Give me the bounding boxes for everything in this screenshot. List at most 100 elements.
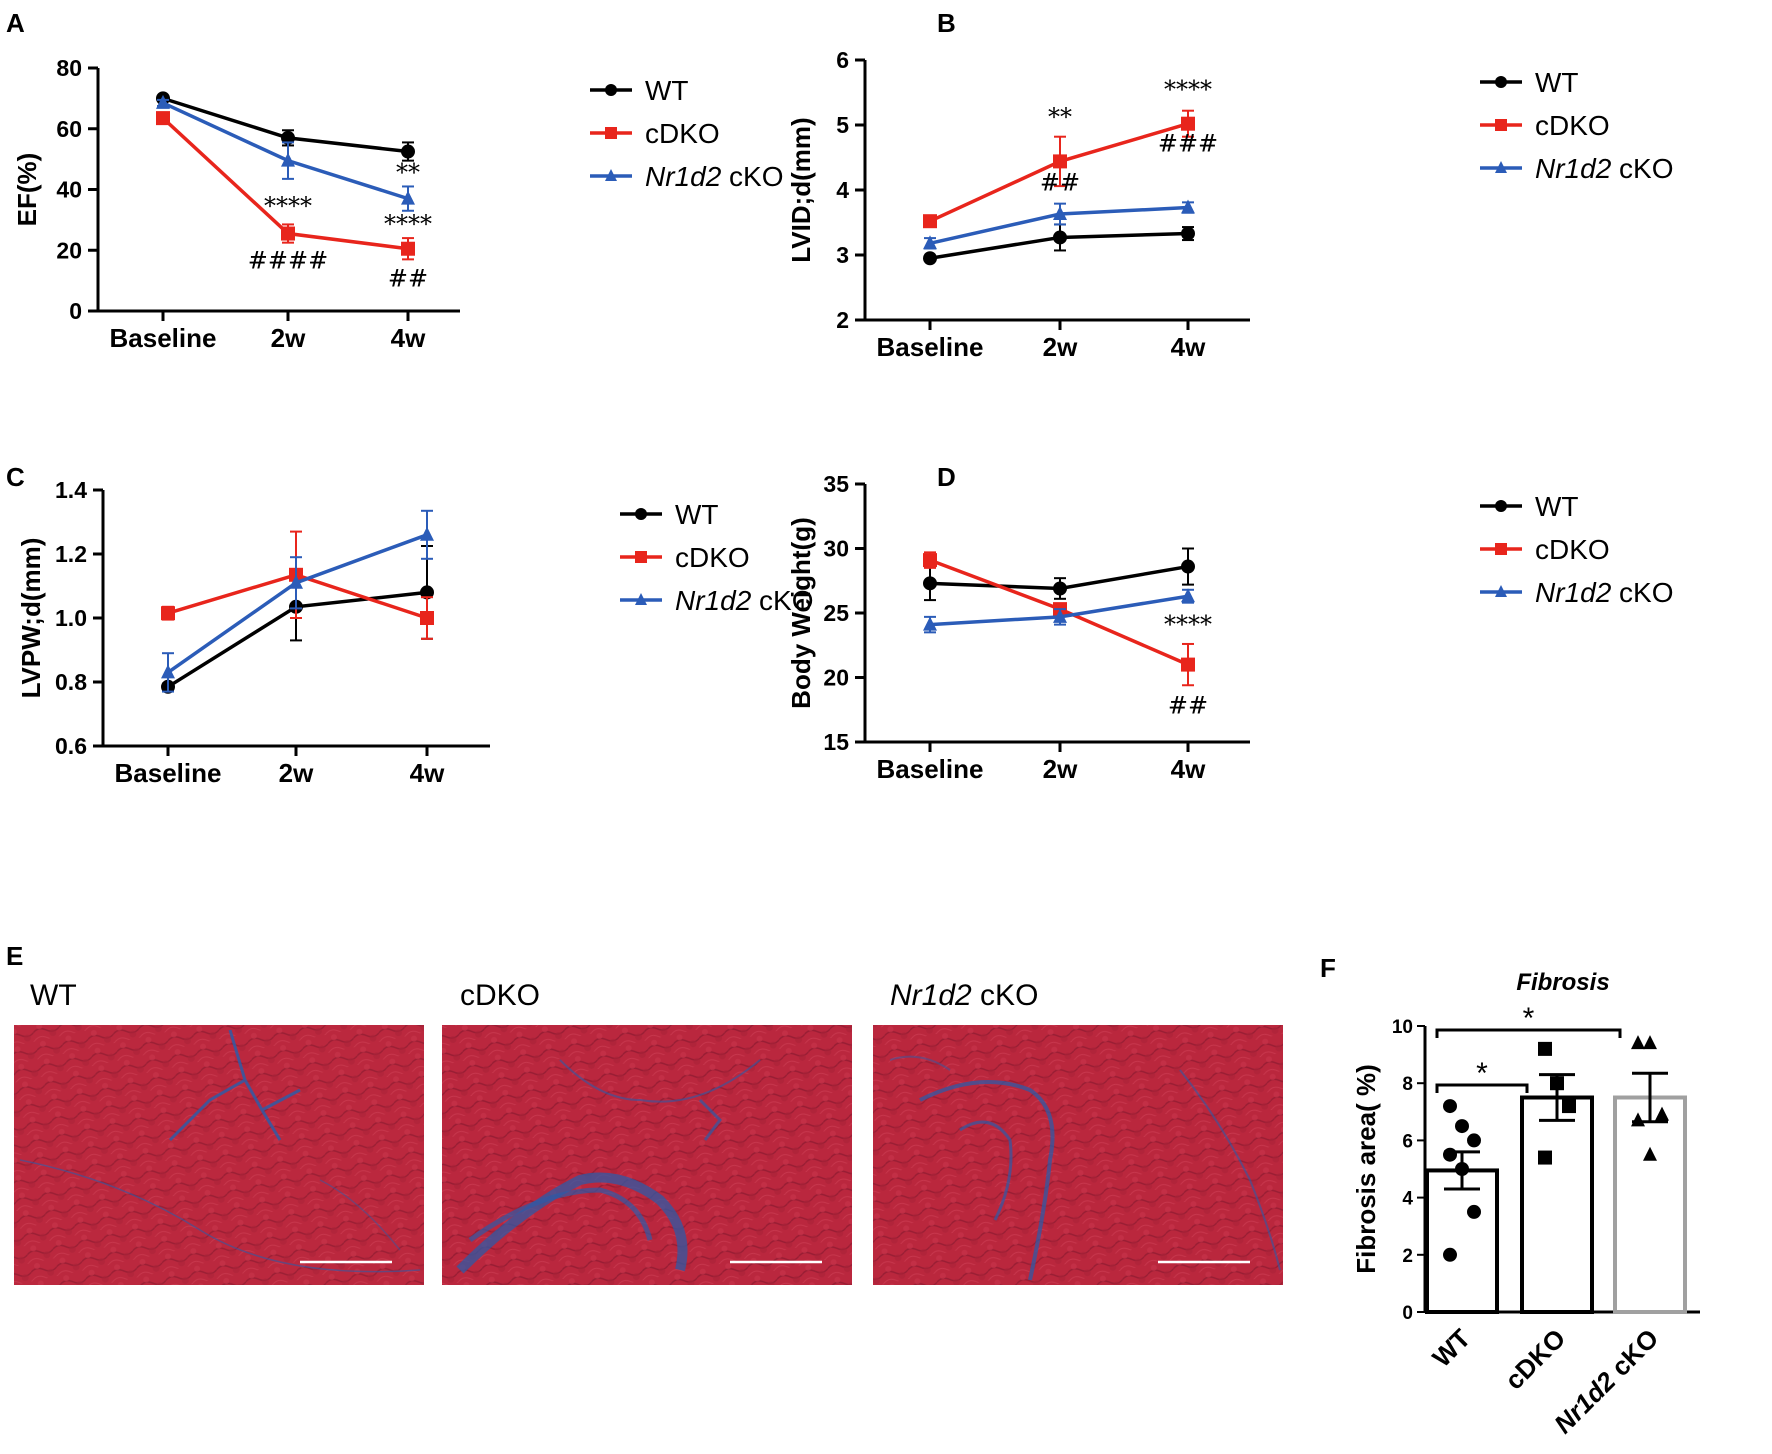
data-point xyxy=(1053,608,1067,623)
y-tick-label: 2 xyxy=(1402,1246,1413,1267)
data-point xyxy=(156,94,170,109)
data-point xyxy=(1655,1106,1669,1121)
micrograph-cdko xyxy=(442,1025,852,1285)
panel-letter-a: A xyxy=(6,8,25,38)
data-point xyxy=(1643,1146,1657,1161)
data-point xyxy=(1181,226,1195,241)
micrograph-label-cdko: cDKO xyxy=(460,979,540,1012)
x-tick-label: 4w xyxy=(391,323,426,353)
legend-marker xyxy=(1495,543,1507,555)
data-point xyxy=(1443,1147,1457,1162)
significance-label: **** xyxy=(264,192,312,220)
data-point xyxy=(1467,1204,1481,1219)
legend-marker xyxy=(1495,500,1507,512)
legend-label: cDKO xyxy=(1535,110,1610,141)
y-tick-label: 20 xyxy=(823,665,849,691)
y-tick-label: 25 xyxy=(823,600,849,626)
bar xyxy=(1425,1168,1499,1315)
micrograph-nr1d2 xyxy=(873,1025,1283,1285)
y-axis-label: LVPW;d(mm) xyxy=(16,538,46,699)
significance-label: #### xyxy=(248,246,328,274)
legend-marker xyxy=(1495,76,1507,88)
panel-b-lvid-chart: 2 3 4 5 6 Baseline 2w 4w LVID;d(mm) ** ## **** ### WT… xyxy=(786,47,1674,362)
legend-marker xyxy=(635,593,647,605)
data-point xyxy=(1443,1099,1457,1114)
x-tick-label: WT xyxy=(1426,1323,1476,1373)
chart-title: Fibrosis xyxy=(1516,969,1609,996)
significance-label: ** xyxy=(396,158,420,186)
y-tick-label: 1.4 xyxy=(55,477,87,503)
y-tick-label: 35 xyxy=(823,471,849,497)
panel-d-body-weight-chart: 15 20 25 30 35 Baseline 2w 4w Body Weight(g) ****… xyxy=(786,471,1674,784)
data-point xyxy=(1181,199,1195,214)
data-point xyxy=(1053,581,1067,596)
y-tick-label: 3 xyxy=(836,242,849,268)
data-point xyxy=(401,144,415,159)
legend-label: cDKO xyxy=(1535,534,1610,565)
legend-label: WT xyxy=(645,75,689,106)
legend-label: Nr1d2 cKO xyxy=(645,161,784,192)
x-tick-label: 2w xyxy=(1043,754,1078,784)
x-tick-label: 4w xyxy=(1171,754,1206,784)
x-tick-label: cDKO xyxy=(1499,1323,1571,1395)
x-tick-label: 2w xyxy=(1043,332,1078,362)
panel-letter-c: C xyxy=(6,462,25,492)
significance-label: ## xyxy=(1168,692,1208,720)
data-point xyxy=(161,606,175,621)
y-tick-label: 0 xyxy=(69,298,82,324)
significance-label: ## xyxy=(388,265,428,293)
data-point xyxy=(281,152,295,167)
data-point xyxy=(281,226,295,241)
data-point xyxy=(1053,206,1067,221)
y-tick-label: 0 xyxy=(1402,1303,1413,1324)
data-point xyxy=(923,235,937,250)
y-axis-label: Body Weight(g) xyxy=(786,517,816,709)
data-point xyxy=(1181,657,1195,672)
data-point xyxy=(1181,559,1195,574)
y-tick-label: 4 xyxy=(836,177,849,203)
data-point xyxy=(401,241,415,256)
data-point xyxy=(923,214,937,229)
legend-label: cDKO xyxy=(645,118,720,149)
y-tick-label: 1.0 xyxy=(55,605,87,631)
significance-label: * xyxy=(1523,1002,1535,1035)
legend-label: WT xyxy=(1535,491,1579,522)
legend-marker xyxy=(1495,585,1507,597)
panel-letter-b: B xyxy=(937,8,956,38)
y-tick-label: 40 xyxy=(56,177,82,203)
data-point xyxy=(1181,588,1195,603)
data-point xyxy=(1053,154,1067,169)
y-tick-label: 8 xyxy=(1402,1074,1413,1095)
data-point xyxy=(156,111,170,126)
y-tick-label: 6 xyxy=(836,47,849,73)
y-tick-label: 4 xyxy=(1402,1189,1413,1210)
x-tick-label: 2w xyxy=(271,323,306,353)
x-tick-label: Baseline xyxy=(877,332,984,362)
y-tick-label: 20 xyxy=(56,237,82,263)
data-point xyxy=(1053,230,1067,245)
micrograph-label-wt: WT xyxy=(30,979,77,1012)
legend-label: WT xyxy=(675,499,719,530)
data-point xyxy=(281,130,295,145)
data-point xyxy=(420,526,434,541)
legend-label: cDKO xyxy=(675,542,750,573)
data-point xyxy=(1467,1133,1481,1148)
x-tick-label: Baseline xyxy=(110,323,217,353)
panel-letter-f: F xyxy=(1320,953,1336,983)
legend-label: Nr1d2 cKO xyxy=(675,585,814,616)
y-axis-label: Fibrosis area( %) xyxy=(1351,1064,1381,1274)
bar xyxy=(1613,1095,1687,1314)
data-point xyxy=(1455,1119,1469,1134)
significance-label: ### xyxy=(1158,130,1218,158)
significance-label: ## xyxy=(1040,169,1080,197)
data-point xyxy=(923,616,937,631)
y-tick-label: 1.2 xyxy=(55,541,87,567)
panel-letter-e: E xyxy=(6,941,23,971)
significance-label: **** xyxy=(1164,610,1212,638)
y-tick-label: 15 xyxy=(823,729,849,755)
significance-bracket xyxy=(1435,1028,1622,1038)
y-tick-label: 60 xyxy=(56,116,82,142)
x-tick-label: 4w xyxy=(410,758,445,788)
y-tick-label: 80 xyxy=(56,55,82,81)
